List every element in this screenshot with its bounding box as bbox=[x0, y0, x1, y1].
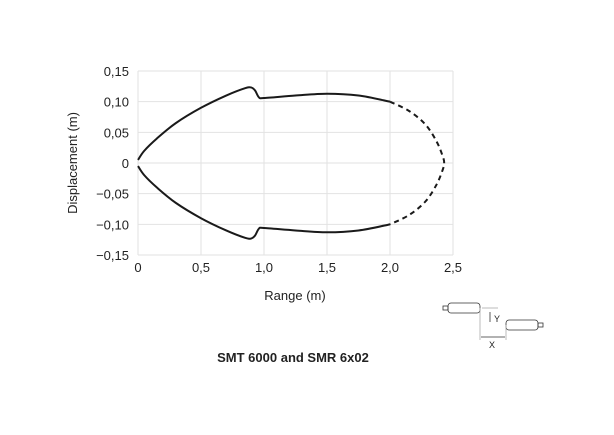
series-line-solid bbox=[137, 86, 391, 161]
y-tick-label: 0,05 bbox=[104, 125, 129, 140]
y-tick-label: 0,10 bbox=[104, 95, 129, 110]
y-tick-label: −0,15 bbox=[96, 248, 129, 263]
sensor-offset-diagram bbox=[442, 302, 544, 340]
x-tick-label: 0,5 bbox=[192, 260, 210, 275]
receiver-icon bbox=[505, 319, 539, 331]
x-axis-label: Range (m) bbox=[264, 288, 325, 303]
series-line-dashed bbox=[389, 100, 446, 226]
transmitter-icon bbox=[447, 302, 481, 314]
series-line-solid bbox=[137, 165, 391, 240]
x-tick-label: 1,5 bbox=[318, 260, 336, 275]
x-tick-label: 1,0 bbox=[255, 260, 273, 275]
y-tick-label: −0,05 bbox=[96, 187, 129, 202]
x-offset-label: X bbox=[489, 340, 495, 350]
y-tick-label: −0,10 bbox=[96, 217, 129, 232]
y-axis-label: Displacement (m) bbox=[65, 112, 80, 214]
chart-title: SMT 6000 and SMR 6x02 bbox=[217, 350, 369, 365]
x-tick-label: 0 bbox=[134, 260, 141, 275]
y-tick-label: 0,15 bbox=[104, 64, 129, 79]
x-tick-label: 2,5 bbox=[444, 260, 462, 275]
y-offset-label: Y bbox=[494, 314, 500, 324]
grid bbox=[137, 70, 454, 256]
series-lines bbox=[137, 86, 446, 240]
x-tick-label: 2,0 bbox=[381, 260, 399, 275]
tick-labels: 0 0,5 1,0 1,5 2,0 2,5 0,15 0,10 0,05 0 −0,05 −0,10 −… bbox=[96, 64, 462, 275]
y-tick-label: 0 bbox=[122, 156, 129, 171]
